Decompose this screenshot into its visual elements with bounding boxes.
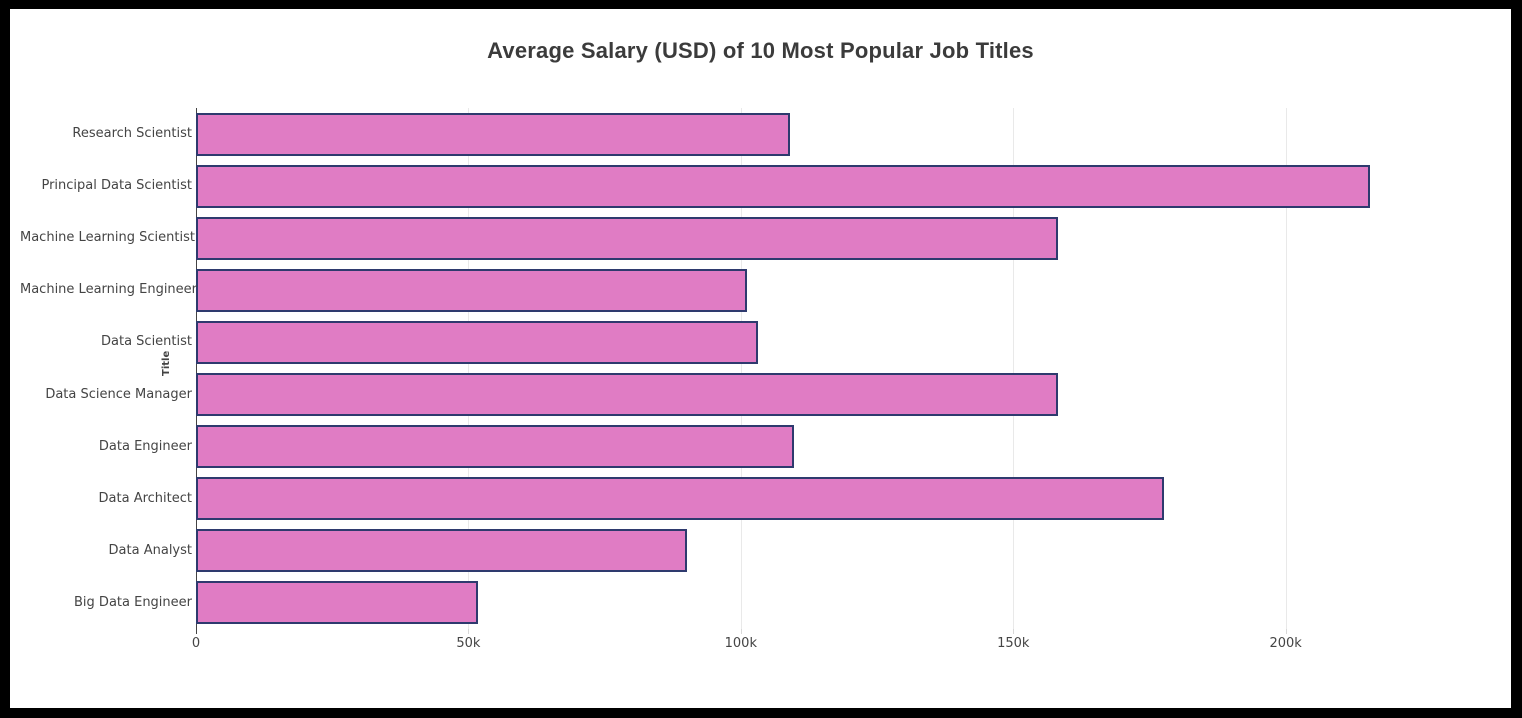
x-tick-mark: [196, 629, 197, 634]
gridline: [1285, 108, 1287, 629]
x-tick-label: 50k: [456, 636, 481, 651]
y-tick-label-big-data-engineer: Big Data Engineer: [74, 594, 192, 610]
x-tick-label: 200k: [1269, 636, 1302, 651]
bar-big-data-engineer[interactable]: [196, 581, 479, 625]
bar-data-analyst[interactable]: [196, 529, 687, 573]
bar-data-science-manager[interactable]: [196, 373, 1058, 417]
x-tick-mark: [740, 629, 742, 634]
bar-machine-learning-scientist[interactable]: [196, 216, 1059, 260]
bar-machine-learning-engineer[interactable]: [196, 268, 747, 312]
y-tick-label-research-scientist: Research Scientist: [72, 126, 192, 142]
gridline: [1013, 108, 1015, 629]
gridline: [468, 108, 470, 629]
y-tick-label-machine-learning-engineer: Machine Learning Engineer: [20, 282, 198, 298]
x-tick-label: 150k: [997, 636, 1030, 651]
zeroline: [196, 108, 197, 629]
bar-data-scientist[interactable]: [196, 320, 759, 364]
plot-area: [196, 108, 1460, 629]
bar-research-scientist[interactable]: [196, 112, 790, 156]
x-tick-mark: [468, 629, 470, 634]
chart-title: Average Salary (USD) of 10 Most Popular …: [487, 38, 1034, 63]
y-axis-title: Title: [161, 350, 172, 376]
chart-canvas: Average Salary (USD) of 10 Most Popular …: [10, 9, 1511, 708]
y-tick-label-machine-learning-scientist: Machine Learning Scientist: [20, 230, 195, 246]
gridline: [740, 108, 742, 629]
bar-data-architect[interactable]: [196, 477, 1165, 521]
x-tick-mark: [1285, 629, 1287, 634]
x-tick-label: 0: [191, 636, 201, 651]
y-tick-label-data-scientist: Data Scientist: [101, 334, 192, 350]
y-tick-label-data-science-manager: Data Science Manager: [45, 386, 192, 402]
x-tick-label: 100k: [724, 636, 757, 651]
bar-data-engineer[interactable]: [196, 425, 794, 469]
y-tick-label-data-engineer: Data Engineer: [98, 438, 192, 454]
y-tick-label-data-analyst: Data Analyst: [108, 542, 192, 558]
x-tick-mark: [1013, 629, 1015, 634]
y-tick-label-principal-data-scientist: Principal Data Scientist: [41, 178, 192, 194]
y-tick-label-data-architect: Data Architect: [98, 490, 192, 506]
bar-principal-data-scientist[interactable]: [196, 164, 1371, 208]
